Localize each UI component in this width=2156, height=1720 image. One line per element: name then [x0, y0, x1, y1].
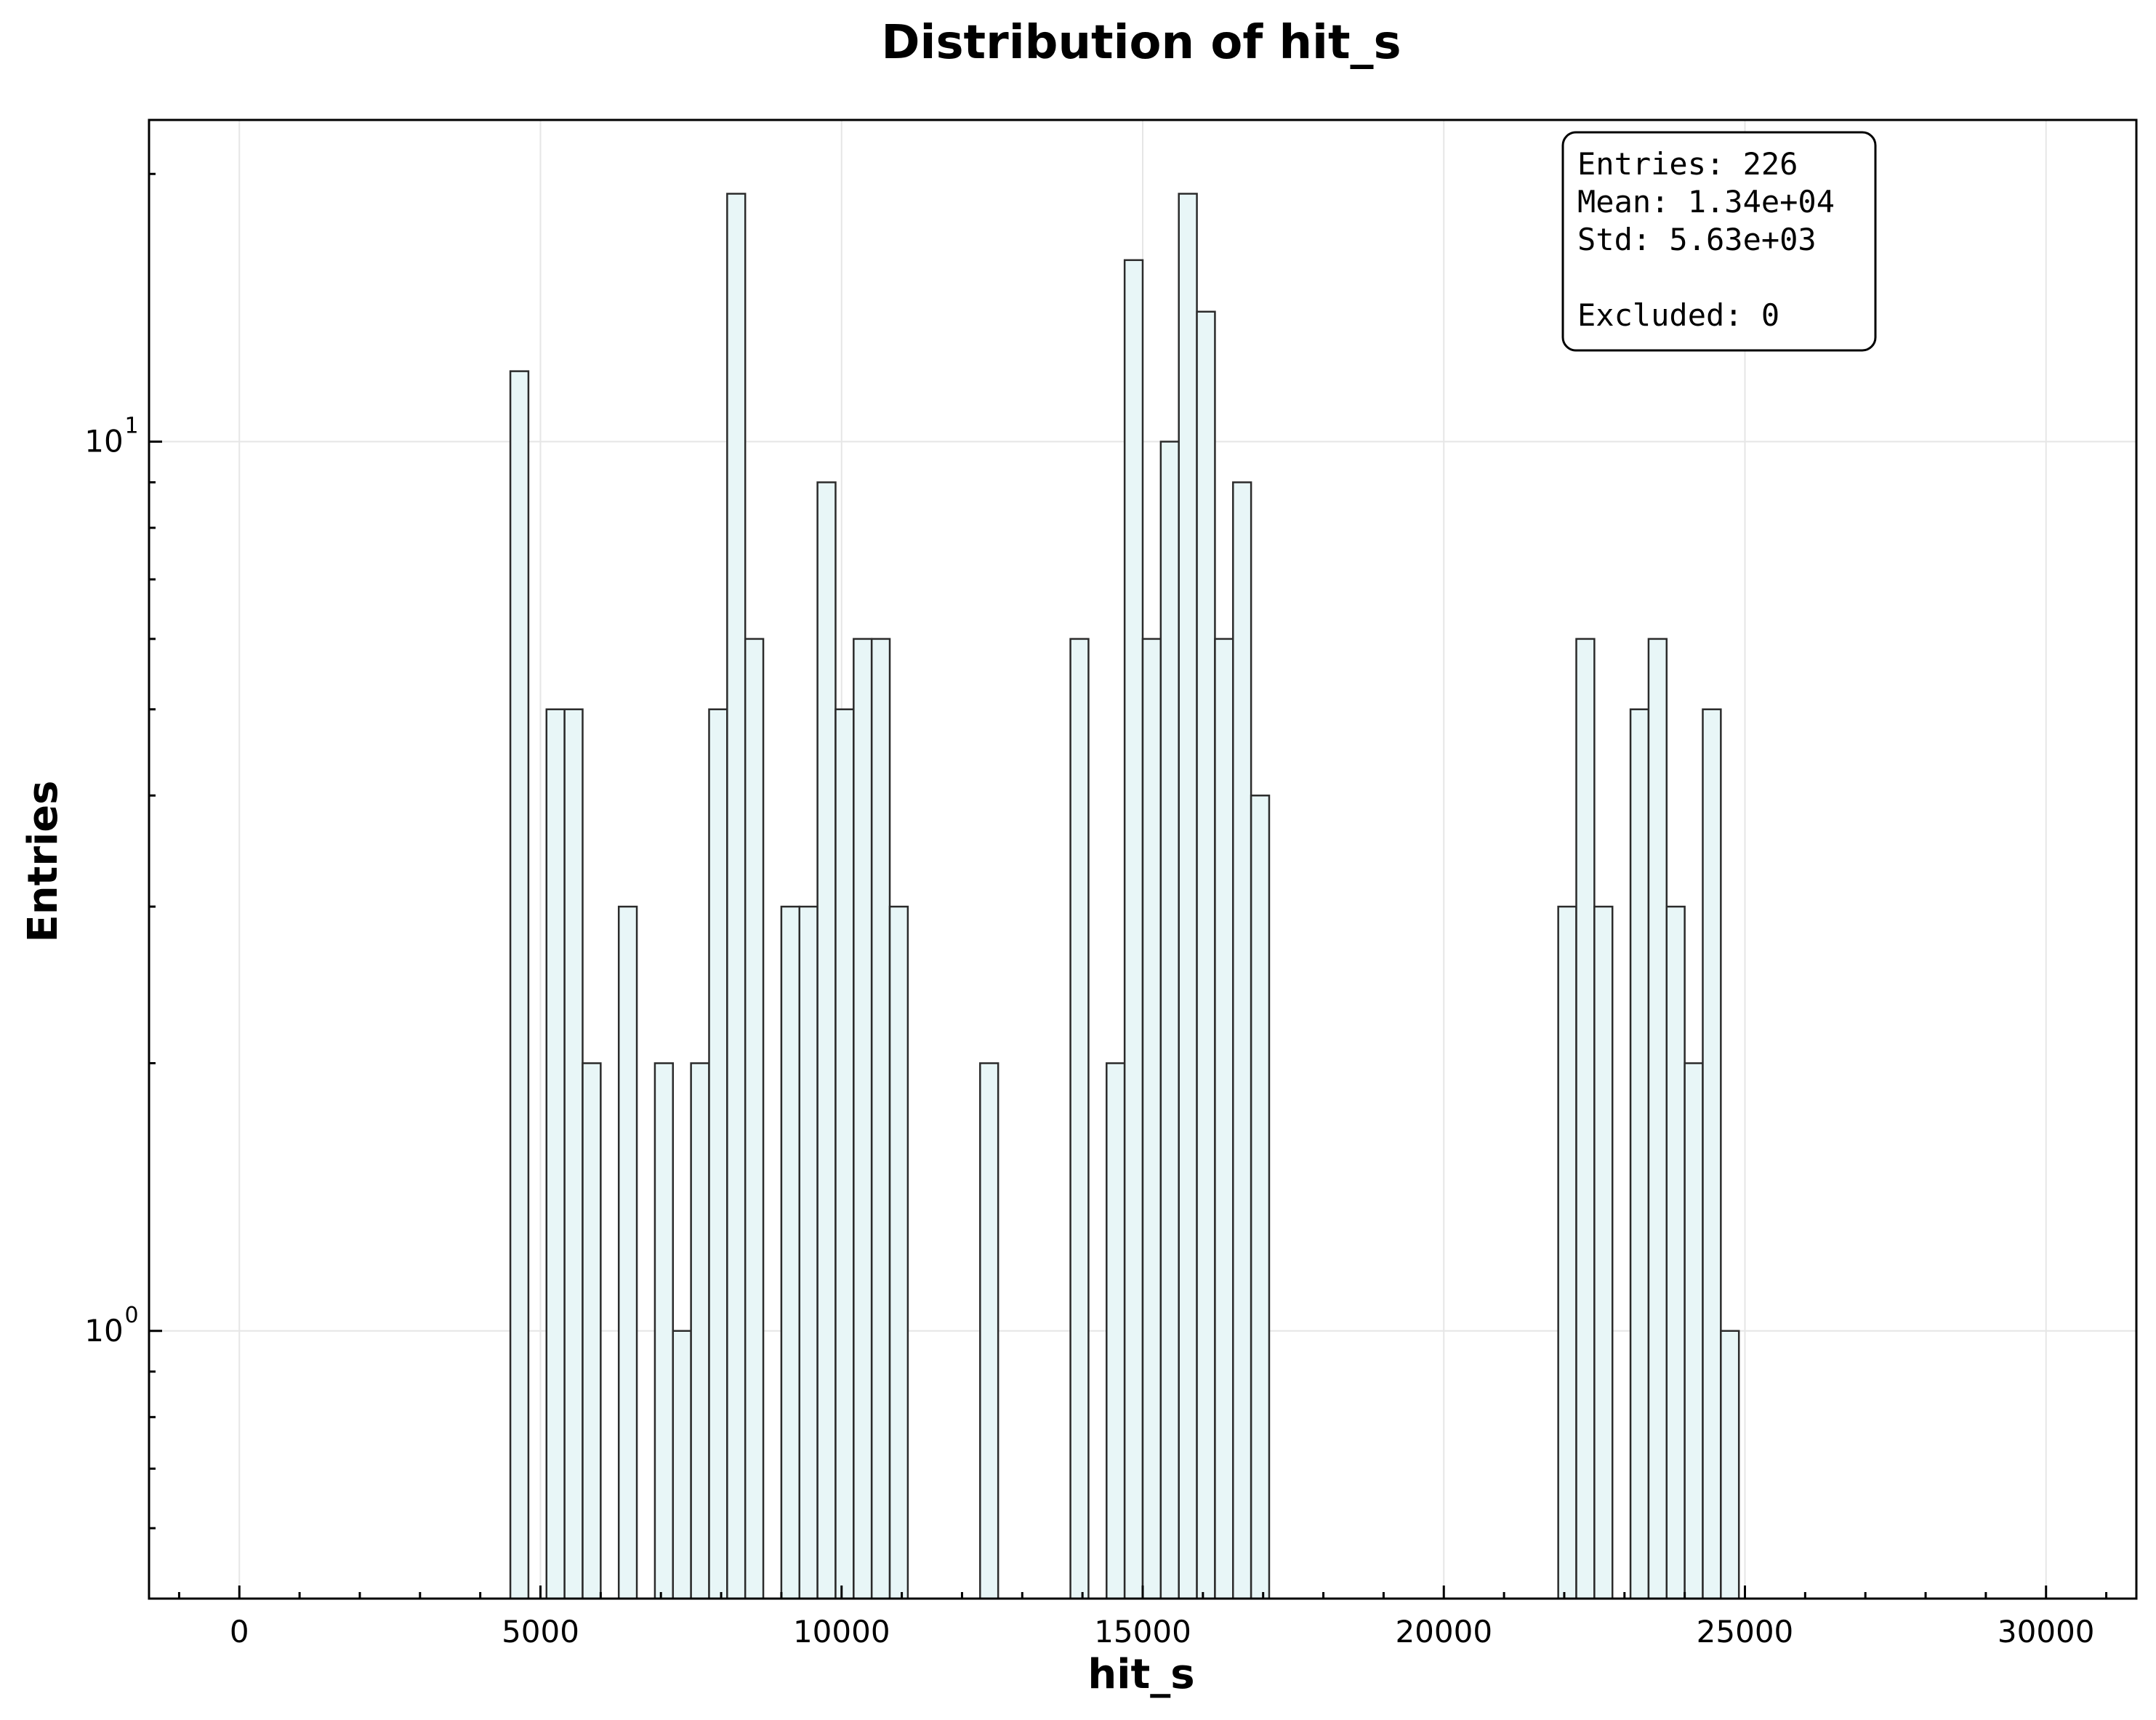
- histogram-bar: [1665, 905, 1686, 1600]
- histogram-bar: [1575, 638, 1596, 1600]
- x-tick-label: 25000: [1697, 1614, 1794, 1649]
- histogram-bar: [617, 905, 638, 1600]
- x-tick-label: 30000: [1998, 1614, 2095, 1649]
- histogram-bar: [853, 638, 873, 1600]
- y-tick-exponent: 0: [124, 1303, 138, 1328]
- stats-excluded: Excluded: 0: [1577, 297, 1779, 333]
- histogram-bar: [816, 481, 837, 1600]
- histogram-bar: [1141, 638, 1162, 1600]
- histogram-bar: [708, 708, 728, 1600]
- histogram-bar: [798, 905, 818, 1600]
- histogram-bar: [780, 905, 801, 1600]
- stats-box: Entries: 226 Mean: 1.34e+04 Std: 5.63e+0…: [1561, 131, 1877, 352]
- histogram-bar: [1196, 310, 1216, 1600]
- histogram-bar: [582, 1062, 602, 1600]
- x-tick-label: 0: [230, 1614, 249, 1649]
- histogram-bar: [1123, 259, 1144, 1600]
- histogram-bar: [1232, 481, 1252, 1600]
- histogram-bar: [888, 905, 909, 1600]
- histogram-bar: [1069, 638, 1090, 1600]
- histogram-bar: [1159, 441, 1180, 1600]
- histogram-bar: [1684, 1062, 1704, 1600]
- histogram-bar: [1647, 638, 1668, 1600]
- histogram-bar: [545, 708, 566, 1600]
- histogram-bar: [1720, 1330, 1740, 1600]
- axis-ticks: [149, 172, 2108, 1599]
- histogram-bar: [1702, 708, 1722, 1600]
- histogram-bar: [1557, 905, 1577, 1600]
- histogram-bar: [979, 1062, 999, 1600]
- histogram-bar: [653, 1062, 675, 1600]
- histogram-bar: [1250, 795, 1271, 1600]
- chart-title: Distribution of hit_s: [881, 16, 1401, 70]
- histogram-bar: [1214, 638, 1234, 1600]
- histogram-bar: [563, 708, 584, 1600]
- x-tick-label: 5000: [502, 1614, 579, 1649]
- x-tick-label: 10000: [793, 1614, 890, 1649]
- histogram-bar: [1178, 193, 1198, 1600]
- histogram-bar: [1629, 708, 1650, 1600]
- y-tick-label: 10: [84, 423, 123, 459]
- histogram-bar: [1593, 905, 1614, 1600]
- stats-entries: Entries: 226: [1577, 146, 1798, 182]
- y-axis-label: Entries: [20, 780, 67, 942]
- histogram-bar: [690, 1062, 710, 1600]
- histogram-bar: [672, 1330, 692, 1600]
- histogram-bar: [509, 370, 530, 1600]
- x-tick-label: 15000: [1094, 1614, 1191, 1649]
- x-tick-label: 20000: [1395, 1614, 1492, 1649]
- histogram-bars: [509, 193, 1740, 1600]
- x-axis-label: hit_s: [1087, 1651, 1194, 1698]
- stats-box-frame: [1561, 131, 1877, 352]
- x-tick-labels: 0 5000 10000 15000 20000 25000 30000: [230, 1614, 2095, 1649]
- histogram-bar: [870, 638, 891, 1600]
- y-tick-label: 10: [84, 1313, 123, 1349]
- stats-mean: Mean: 1.34e+04: [1577, 184, 1835, 220]
- histogram-bar: [726, 193, 747, 1600]
- histogram-bar: [744, 638, 765, 1600]
- y-tick-exponent: 1: [124, 413, 138, 438]
- stats-std: Std: 5.63e+03: [1577, 222, 1817, 257]
- histogram-bar: [834, 708, 855, 1600]
- histogram-bar: [1106, 1062, 1126, 1600]
